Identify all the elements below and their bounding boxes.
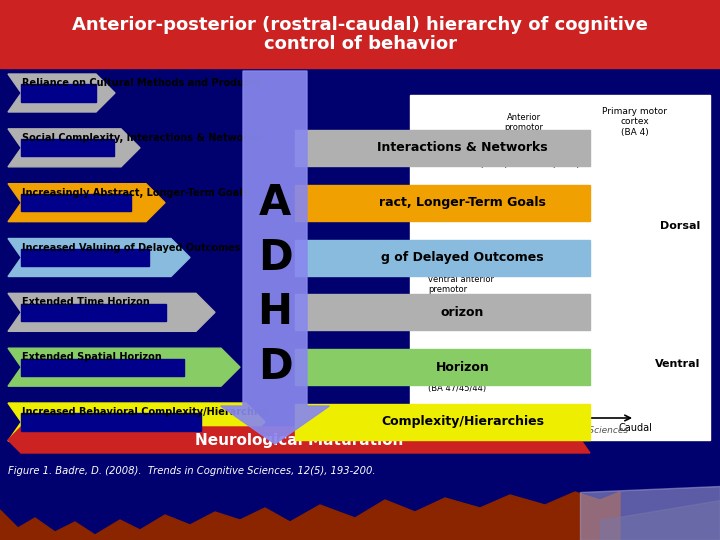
Text: dorsolateral
frontal cortex: dorsolateral frontal cortex [428,195,490,215]
Text: Anterior-posterior (rostral-caudal) hierarchy of cognitive: Anterior-posterior (rostral-caudal) hier… [72,16,648,34]
Text: Reliance on Cultural Methods and Products: Reliance on Cultural Methods and Product… [22,78,260,88]
Polygon shape [0,492,620,540]
Polygon shape [8,427,590,453]
Text: Caudal: Caudal [618,423,652,433]
Bar [295,349,590,385]
Polygon shape [8,293,215,332]
Text: H: H [258,292,292,333]
Bar [295,404,590,440]
Text: Increased Behavioral Complexity/Hierarchies: Increased Behavioral Complexity/Hierarch… [22,407,270,417]
Text: Horizon: Horizon [436,361,490,374]
Bar [22,84,96,102]
Text: Dorsal: Dorsal [660,221,700,231]
Polygon shape [8,129,140,167]
Text: orizon: orizon [441,306,484,319]
Bar [295,130,590,166]
Bar [295,294,590,330]
Text: A: A [259,181,291,224]
Text: Complexity/Hierarchies: Complexity/Hierarchies [381,415,544,429]
Text: control of behavior: control of behavior [264,35,456,53]
Text: g of Delayed Outcomes: g of Delayed Outcomes [381,251,544,264]
Text: (BA 8): (BA 8) [480,160,508,169]
Text: Figure 1. Badre, D. (2008).  Trends in Cognitive Sciences, 12(5), 193-200.: Figure 1. Badre, D. (2008). Trends in Co… [8,466,376,476]
Text: Anterior
promotor: Anterior promotor [505,113,544,132]
Text: D: D [258,237,292,279]
Bar [0,0,720,68]
Text: (BA 6): (BA 6) [552,160,580,169]
Bar [410,95,710,440]
Text: Neurological Maturation: Neurological Maturation [195,433,403,448]
Polygon shape [8,239,190,276]
Text: Primary motor
cortex
(BA 4): Primary motor cortex (BA 4) [603,107,667,137]
Text: Posterior: Posterior [418,418,469,428]
Bar [22,359,184,376]
Text: Rostral: Rostral [459,423,493,433]
Bar [295,240,590,275]
Polygon shape [8,74,115,112]
Polygon shape [8,184,165,221]
Polygon shape [8,403,265,441]
Text: Interactions & Networks: Interactions & Networks [377,141,548,154]
Bar [295,185,590,221]
Bar [22,249,149,266]
Text: Increased Valuing of Delayed Outcomes: Increased Valuing of Delayed Outcomes [22,242,240,253]
Bar [22,304,166,321]
Text: D: D [258,346,292,388]
Text: ventral anterior
premotor
cortex
(BA 44/6): ventral anterior premotor cortex (BA 44/… [428,275,494,315]
Text: ventrolateral
prefrontal cortex
(BA 47/45/44): ventrolateral prefrontal cortex (BA 47/4… [428,363,499,393]
Text: Extended Time Horizon: Extended Time Horizon [22,298,150,307]
Bar [22,414,201,430]
Text: TRENDS in Cognitive Sciences: TRENDS in Cognitive Sciences [492,426,628,435]
Polygon shape [220,71,329,444]
Bar [22,194,131,211]
Bar [22,139,114,157]
Text: Ventral: Ventral [654,359,700,369]
Text: Increasingly Abstract, Longer-Term Goals: Increasingly Abstract, Longer-Term Goals [22,188,248,198]
Text: Extended Spatial Horizon: Extended Spatial Horizon [22,352,162,362]
Text: Social Complexity, Interactions & Networks: Social Complexity, Interactions & Networ… [22,133,261,143]
Polygon shape [8,348,240,386]
Text: ract, Longer-Term Goals: ract, Longer-Term Goals [379,196,546,209]
